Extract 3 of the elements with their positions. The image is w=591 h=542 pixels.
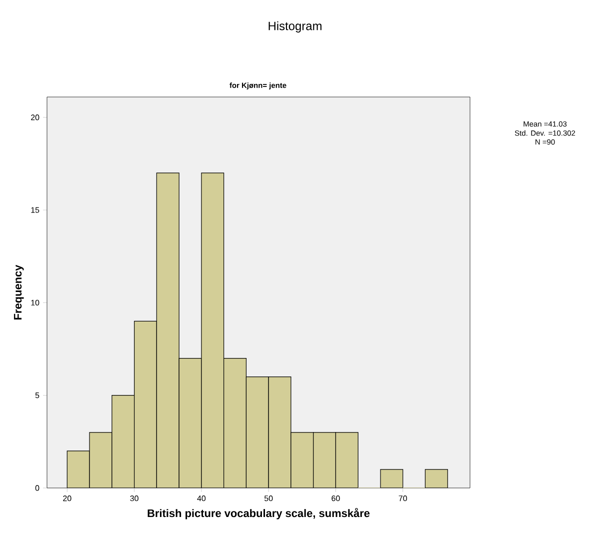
x-axis-title: British picture vocabulary scale, sumskåre xyxy=(148,508,370,520)
y-axis-title: Frequency xyxy=(14,264,24,320)
chart-title: Histogram xyxy=(268,21,322,33)
